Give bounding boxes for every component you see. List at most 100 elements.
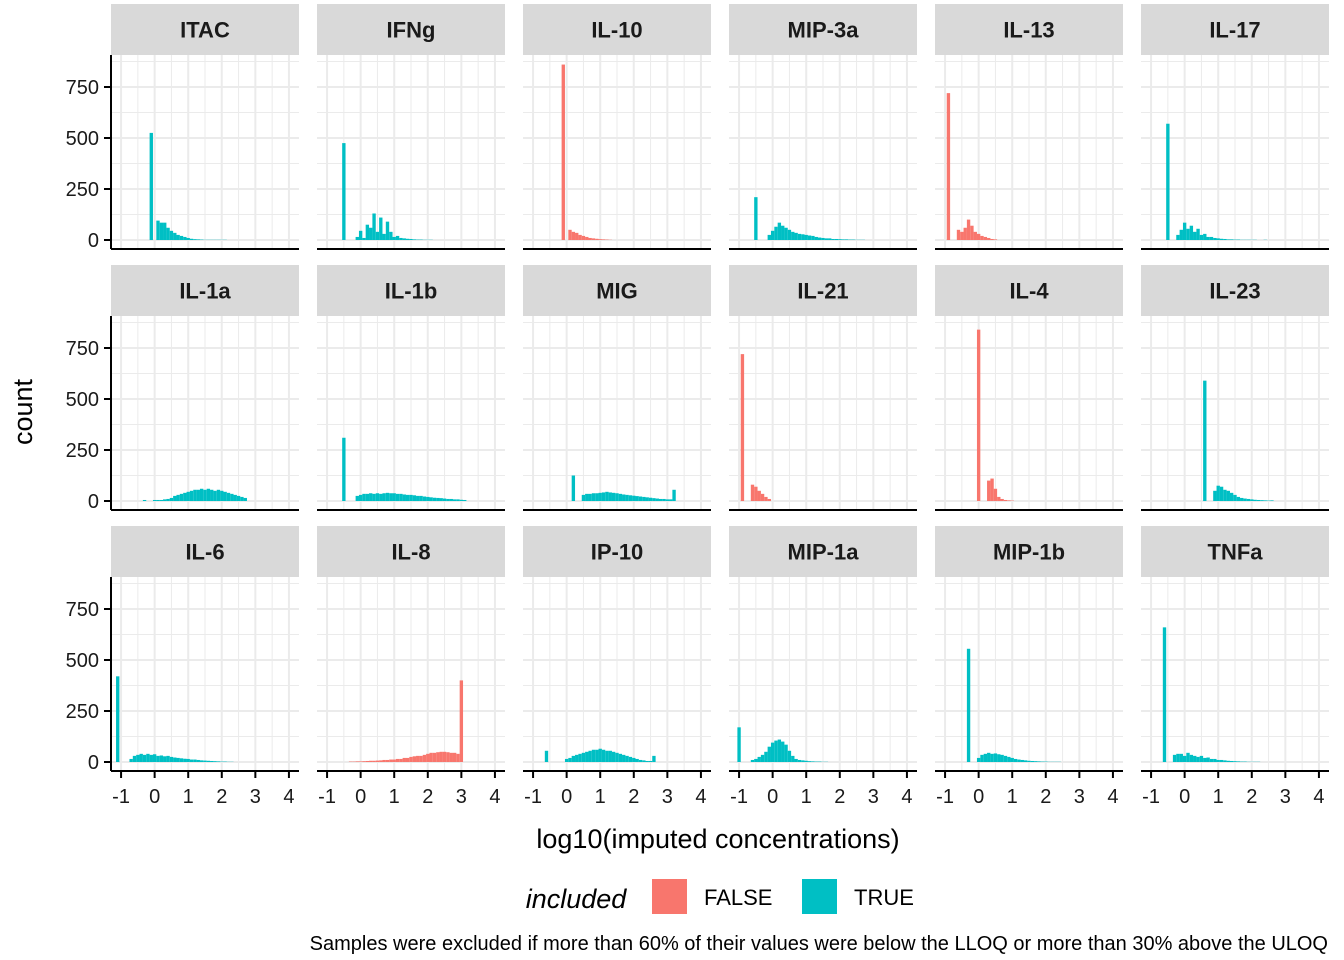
histogram-bar (1172, 754, 1177, 762)
histogram-bar (1246, 498, 1251, 501)
histogram-bar (449, 752, 453, 762)
histogram-bar (1229, 239, 1234, 240)
panel-grid (729, 316, 917, 509)
panel-il-6: IL-6 (111, 526, 299, 770)
histogram-bar (595, 238, 599, 240)
histogram-bar (764, 751, 768, 762)
histogram-bar (821, 237, 825, 240)
histogram-bar (1250, 499, 1254, 501)
histogram-bar (1193, 755, 1197, 762)
x-tick-label: 4 (489, 786, 500, 808)
strip-label: IL-1a (179, 279, 231, 304)
histogram-bar (777, 222, 782, 240)
panel-grid (523, 316, 711, 509)
histogram-bar (169, 497, 174, 501)
histogram-bar (980, 754, 984, 762)
histogram-bar (375, 760, 380, 762)
histogram-bar (163, 756, 167, 762)
histogram-bar (416, 495, 420, 501)
x-tick-label: -1 (524, 786, 542, 808)
histogram-bar (132, 755, 137, 762)
histogram-bar (770, 742, 775, 762)
histogram-bar (456, 753, 460, 762)
strip-label: IL-1b (385, 279, 438, 304)
histogram-bars (740, 354, 771, 501)
histogram-bar (149, 754, 153, 762)
histogram-bar (662, 498, 666, 501)
histogram-bar (807, 761, 812, 762)
histogram-bar (358, 761, 363, 762)
histogram-bar (601, 239, 606, 240)
x-tick-label: 4 (695, 786, 706, 808)
y-axis-title: count (8, 378, 38, 445)
x-tick-label: 4 (901, 786, 912, 808)
histogram-bar (173, 757, 177, 762)
histogram-bar (976, 329, 981, 501)
panel-il-17: IL-17 (1141, 4, 1329, 248)
panel-mip-3a: MIP-3a (729, 4, 917, 248)
histogram-bar (156, 755, 160, 762)
x-tick-label: 4 (1107, 786, 1118, 808)
histogram-bar (459, 499, 464, 501)
panel-il-21: IL-21 (729, 265, 917, 509)
histogram-bar (575, 754, 579, 762)
histogram-bar (399, 493, 403, 501)
histogram-bar (1186, 752, 1190, 762)
histogram-bar (997, 496, 1001, 501)
histogram-bar (355, 761, 359, 762)
histogram-bar (409, 494, 413, 501)
strip-label: IL-21 (797, 279, 848, 304)
x-tick-label: 1 (389, 786, 400, 808)
panel-mip-1b: MIP-1b (935, 526, 1123, 770)
histogram-bar (811, 761, 815, 762)
histogram-bar (585, 236, 589, 240)
x-tick-label: 3 (456, 786, 467, 808)
x-tick-label: 1 (183, 786, 194, 808)
histogram-bar (402, 757, 406, 762)
panel-grid (317, 316, 505, 509)
panel-grid (729, 55, 917, 248)
histogram-bar (571, 475, 576, 501)
histogram-bar (774, 226, 778, 240)
histogram-bar (1219, 759, 1224, 762)
histogram-bar (412, 756, 417, 762)
histogram-bar (791, 231, 795, 240)
histogram-bar (784, 744, 788, 762)
histogram-bar (652, 498, 656, 501)
histogram-bar (166, 755, 170, 762)
x-tick-label: 1 (1213, 786, 1224, 808)
panel-grid (111, 316, 299, 509)
histogram-bar (159, 499, 164, 501)
histogram-bar (452, 752, 457, 762)
histogram-bar (781, 225, 785, 240)
histogram-bar (1253, 499, 1257, 501)
histogram-bar (645, 760, 649, 762)
histogram-bar (841, 239, 845, 240)
histogram-bar (591, 493, 596, 501)
histogram-bar (375, 231, 380, 240)
histogram-bar (436, 752, 440, 762)
strip-background (317, 4, 505, 55)
histogram-bar (608, 750, 612, 762)
histogram-bar (213, 490, 217, 501)
histogram-bar (385, 492, 390, 501)
strip-label: IL-8 (391, 540, 430, 565)
histogram-bar (159, 222, 164, 240)
histogram-bar (422, 754, 427, 762)
histogram-bar (240, 496, 244, 501)
panel-il-13: IL-13 (935, 4, 1123, 248)
histogram-bar (456, 499, 460, 501)
histogram-bar (608, 492, 612, 501)
histogram-bar (564, 758, 569, 762)
histogram-bar (186, 237, 190, 240)
panel-il-23: IL-23 (1141, 265, 1329, 509)
histogram-bar (382, 759, 386, 762)
x-tick-label: -1 (730, 786, 748, 808)
histogram-bar (987, 480, 991, 501)
histogram-bar (372, 213, 376, 240)
histogram-bar (1229, 760, 1234, 762)
x-tick-label: 0 (149, 786, 160, 808)
histogram-bar (365, 493, 370, 501)
histogram-bar (767, 234, 771, 240)
strip-background (1141, 526, 1329, 577)
